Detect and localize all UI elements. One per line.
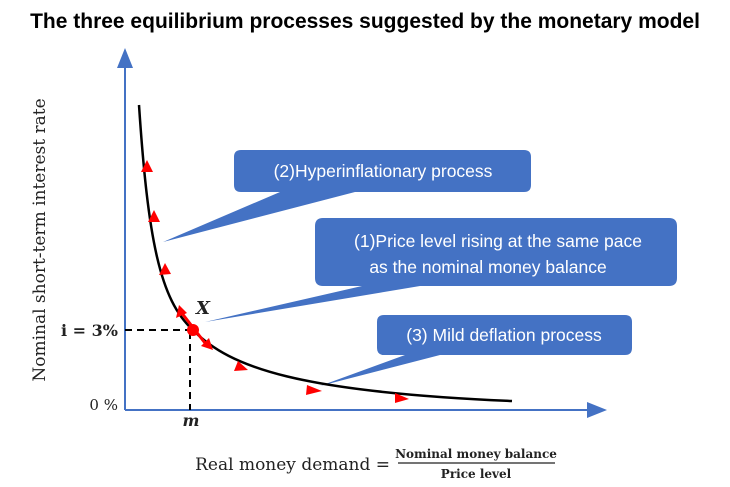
point-x-label: X — [195, 298, 211, 319]
up-arrow-icon — [148, 210, 160, 222]
callout-hyperinflation: (2)Hyperinflationary process — [163, 150, 531, 242]
down-arrow-icon — [201, 338, 213, 350]
rate-tick-label: i = 3% — [61, 321, 118, 340]
callout-deflation-text: (3) Mild deflation process — [406, 325, 602, 345]
zero-tick-label: 0 % — [89, 396, 118, 414]
x-axis-label: Real money demand = — [195, 455, 390, 475]
equilibrium-point — [187, 324, 199, 336]
callout-steady-line2: as the nominal money balance — [369, 257, 606, 277]
callout-steady-line1: (1)Price level rising at the same pace — [354, 231, 642, 251]
up-arrow-icon — [159, 263, 171, 275]
down-arrow-icon — [395, 393, 409, 403]
down-arrow-icon — [234, 361, 248, 371]
up-arrow-icon — [141, 160, 153, 172]
m-tick-label: m — [183, 411, 200, 430]
callout-hyperinflation-text: (2)Hyperinflationary process — [274, 161, 493, 181]
down-arrow-icon — [306, 385, 322, 395]
process-arrows — [141, 160, 409, 403]
x-label-numerator: Nominal money balance — [395, 447, 557, 461]
x-label-denominator: Price level — [441, 467, 512, 481]
diagram-title: The three equilibrium processes suggeste… — [30, 10, 700, 33]
y-axis-label: Nominal short-term interest rate — [30, 98, 50, 381]
up-arrow-icon — [176, 305, 187, 318]
callout-steady: (1)Price level rising at the same pace a… — [205, 218, 677, 322]
callout-deflation: (3) Mild deflation process — [320, 315, 632, 386]
